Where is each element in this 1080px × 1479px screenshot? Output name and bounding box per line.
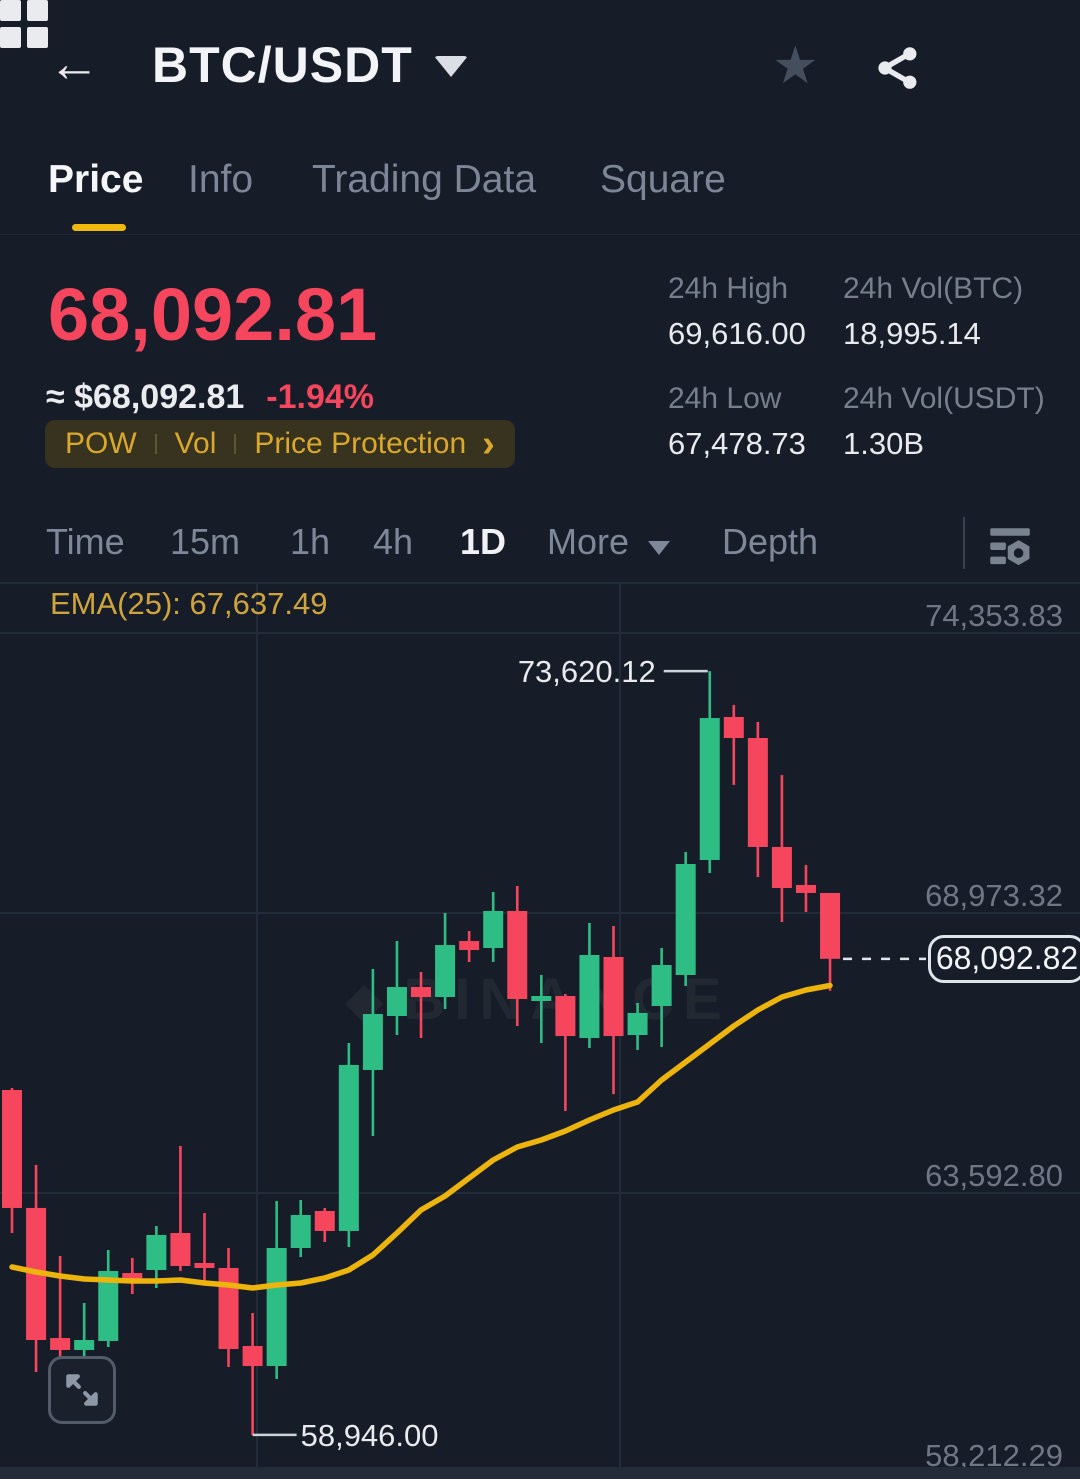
stat-value: 1.30B bbox=[843, 426, 925, 461]
expand-chart-button[interactable] bbox=[48, 1356, 116, 1424]
active-tab-underline bbox=[72, 224, 126, 231]
last-price: 68,092.81 bbox=[48, 273, 378, 356]
candlestick-chart[interactable]: ◆ BINANCE EMA(25): 67,637.49 74,353.8368… bbox=[0, 570, 1080, 1473]
more-dropdown-triangle-icon[interactable] bbox=[648, 541, 670, 555]
interval-1d[interactable]: 1D bbox=[460, 521, 507, 562]
stat-value: 69,616.00 bbox=[668, 316, 806, 351]
bottom-strip bbox=[0, 1467, 1080, 1479]
tag-vol[interactable]: Vol bbox=[174, 427, 217, 460]
grid-layout-icon[interactable] bbox=[0, 0, 48, 48]
high-price-annotation: 73,620.12 bbox=[517, 654, 656, 690]
tab-square[interactable]: Square bbox=[600, 158, 726, 201]
last-price-tag: 68,092.82 bbox=[928, 934, 1080, 983]
interval-1h[interactable]: 1h bbox=[290, 521, 331, 562]
market-tags[interactable]: POW Vol Price Protection › bbox=[45, 420, 515, 468]
price-axis-label: 74,353.83 bbox=[925, 598, 1063, 633]
stat-24h-low: 24h Low 67,478.73 bbox=[668, 382, 806, 462]
expand-arrows-icon bbox=[66, 1374, 98, 1406]
fiat-equivalent: ≈ $68,092.81 -1.94% bbox=[46, 378, 374, 417]
tag-pow[interactable]: POW bbox=[65, 427, 137, 460]
tab-price[interactable]: Price bbox=[48, 158, 144, 201]
toolbar-divider bbox=[963, 517, 965, 569]
low-price-annotation: 58,946.00 bbox=[300, 1417, 439, 1453]
back-button[interactable]: ← bbox=[48, 34, 100, 94]
indicator-settings-icon[interactable] bbox=[984, 521, 1034, 576]
back-arrow-icon: ← bbox=[48, 35, 100, 93]
tag-price-protection[interactable]: Price Protection bbox=[254, 427, 467, 460]
price-axis-label: 68,973.32 bbox=[925, 878, 1063, 913]
tab-bar: Price Info Trading Data Square bbox=[0, 150, 1080, 235]
interval-depth[interactable]: Depth bbox=[722, 521, 819, 562]
stat-label: 24h Vol(BTC) bbox=[843, 272, 1024, 305]
stat-value: 67,478.73 bbox=[668, 426, 806, 461]
star-glyph: ★ bbox=[772, 37, 819, 95]
interval-more[interactable]: More bbox=[547, 521, 630, 562]
tab-info[interactable]: Info bbox=[188, 158, 254, 201]
stat-value: 18,995.14 bbox=[843, 316, 981, 351]
stat-label: 24h Vol(USDT) bbox=[843, 382, 1045, 415]
interval-15m[interactable]: 15m bbox=[170, 521, 241, 562]
chart-plot-svg[interactable] bbox=[0, 570, 1080, 1467]
header: ← BTC/USDT ★ bbox=[0, 0, 1080, 130]
stat-24h-vol-btc: 24h Vol(BTC) 18,995.14 bbox=[843, 272, 1023, 352]
favorite-star-icon[interactable]: ★ bbox=[772, 38, 819, 94]
interval-bar: Time 15m 1h 4h 1D More Depth bbox=[0, 505, 1080, 584]
chevron-down-icon[interactable] bbox=[434, 56, 468, 77]
interval-time[interactable]: Time bbox=[46, 521, 125, 562]
fiat-value: ≈ $68,092.81 bbox=[46, 378, 245, 416]
change-percent: -1.94% bbox=[266, 378, 375, 416]
price-axis-label: 63,592.80 bbox=[925, 1158, 1063, 1193]
pair-selector[interactable]: BTC/USDT bbox=[152, 37, 413, 93]
stat-label: 24h Low bbox=[668, 382, 782, 415]
tag-divider bbox=[234, 434, 237, 454]
stat-label: 24h High bbox=[668, 272, 789, 305]
tab-trading-data[interactable]: Trading Data bbox=[312, 158, 537, 201]
tag-divider bbox=[154, 434, 157, 454]
share-icon[interactable] bbox=[872, 42, 924, 99]
ema-indicator-label[interactable]: EMA(25): 67,637.49 bbox=[50, 586, 328, 621]
chevron-right-icon[interactable]: › bbox=[482, 423, 495, 465]
interval-4h[interactable]: 4h bbox=[373, 521, 414, 562]
stat-24h-vol-usdt: 24h Vol(USDT) 1.30B bbox=[843, 382, 1045, 462]
stat-24h-high: 24h High 69,616.00 bbox=[668, 272, 806, 352]
